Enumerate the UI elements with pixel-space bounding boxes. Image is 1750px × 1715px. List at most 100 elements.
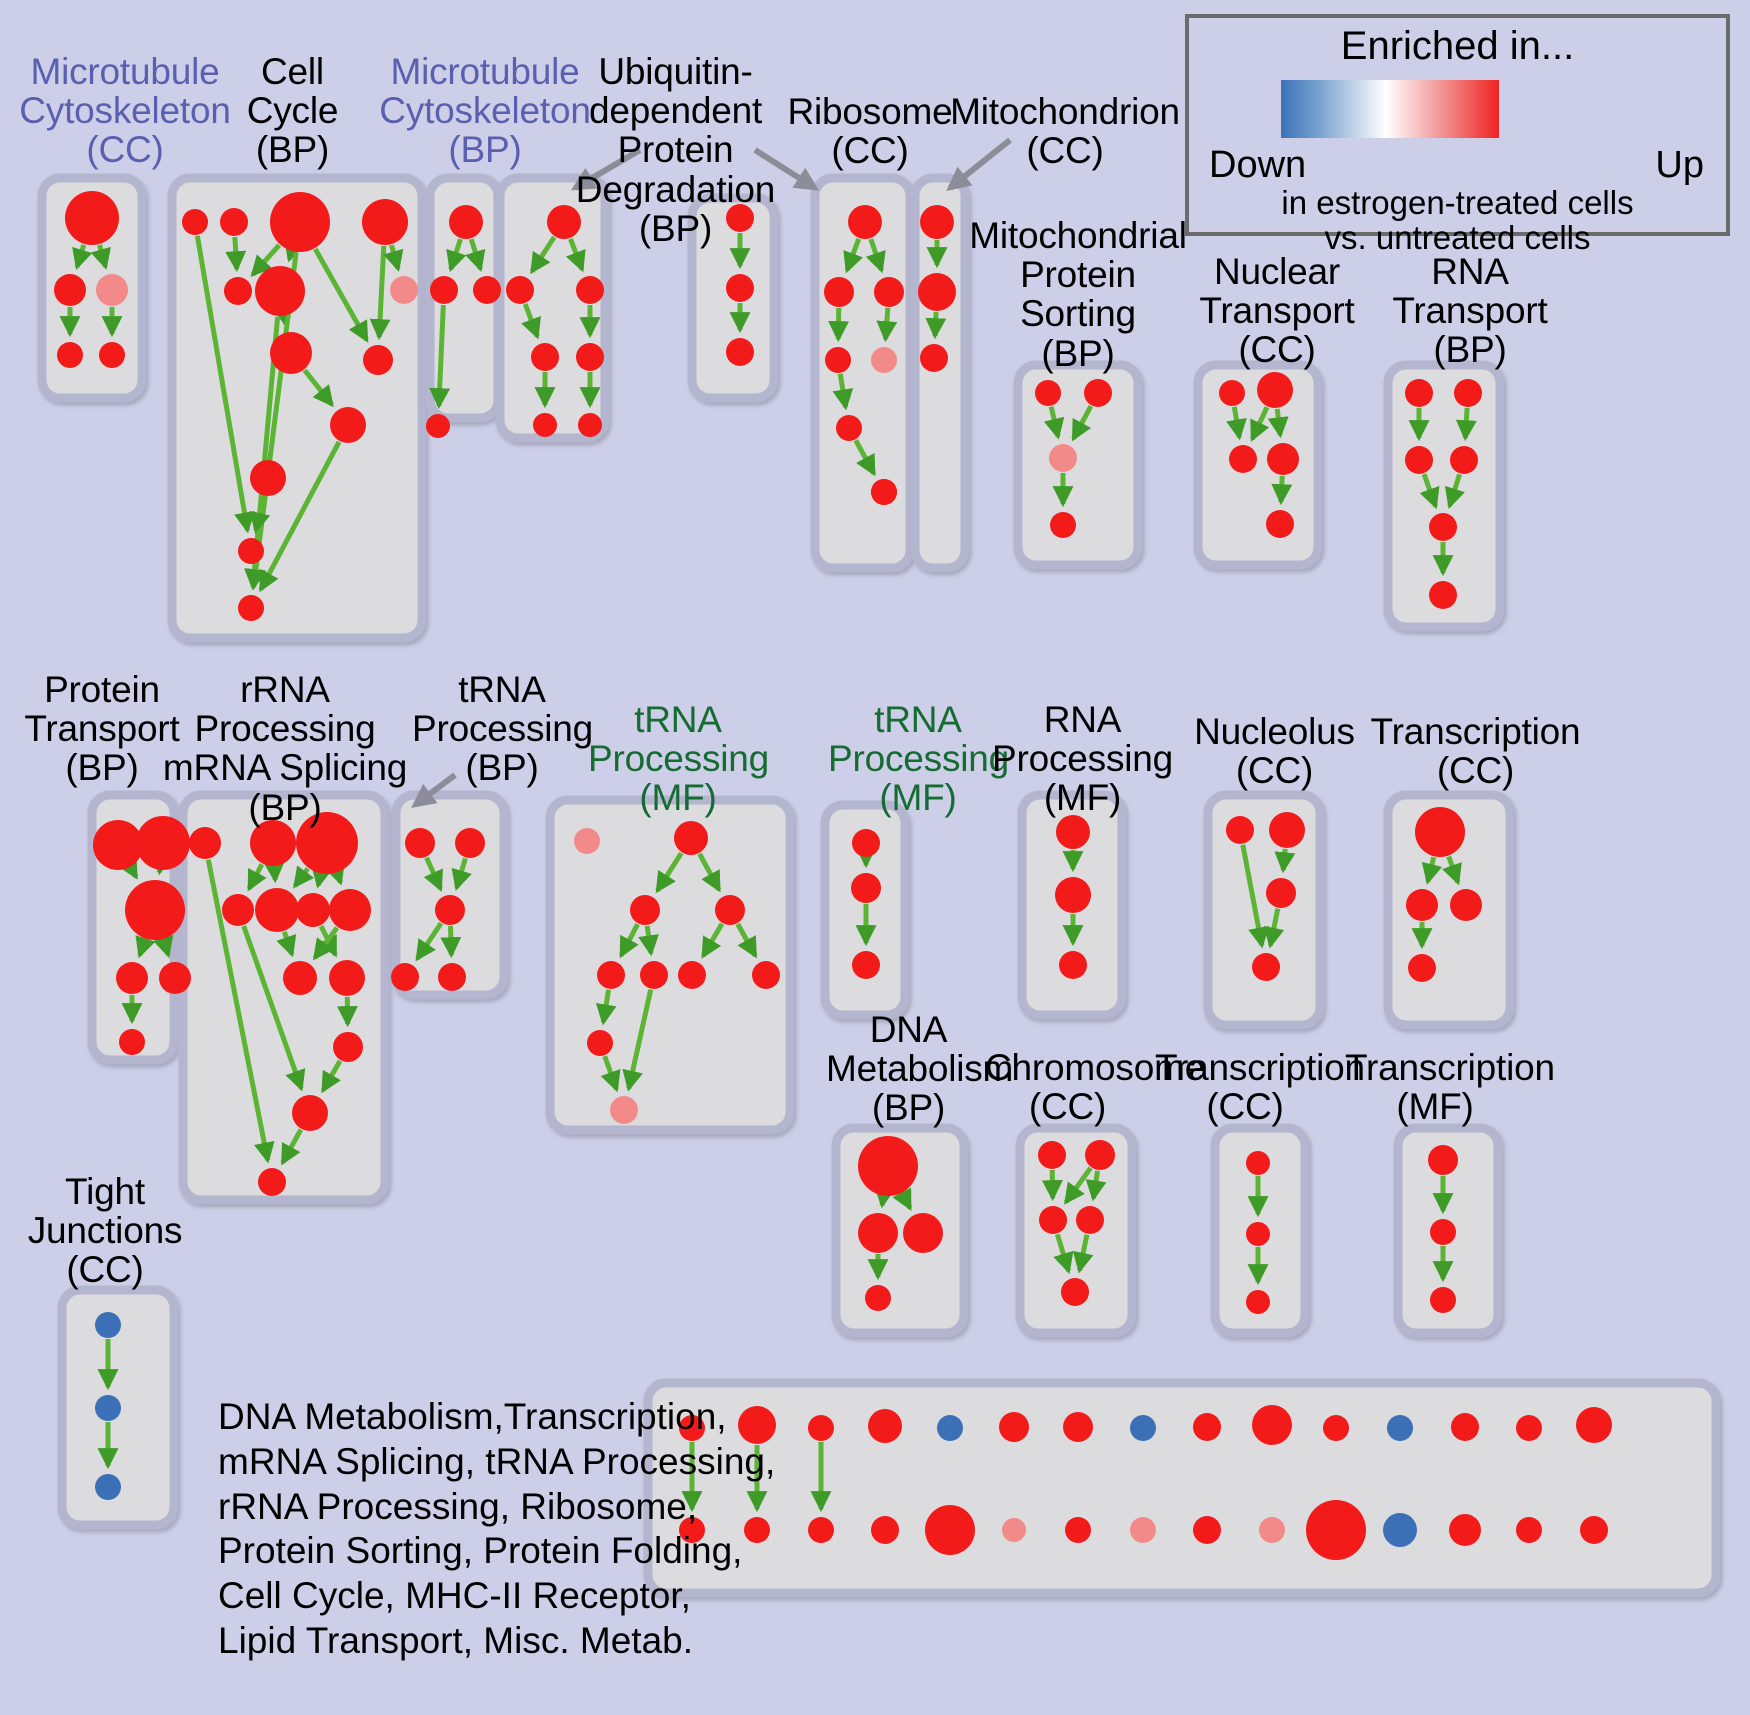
go-term-node[interactable] [547,205,581,239]
go-term-node[interactable] [426,414,450,438]
go-term-node[interactable] [1451,1413,1479,1441]
go-term-node[interactable] [362,199,408,245]
go-term-node[interactable] [1252,1405,1292,1445]
go-term-node[interactable] [116,962,148,994]
go-term-node[interactable] [473,276,501,304]
go-term-node[interactable] [1405,446,1433,474]
go-term-node[interactable] [576,276,604,304]
go-term-node[interactable] [574,828,600,854]
go-term-node[interactable] [1130,1517,1156,1543]
go-term-node[interactable] [852,829,880,857]
go-term-node[interactable] [578,413,602,437]
go-term-node[interactable] [1269,812,1305,848]
go-term-node[interactable] [430,276,458,304]
go-term-node[interactable] [1428,1145,1458,1175]
go-term-node[interactable] [726,338,754,366]
go-term-node[interactable] [1039,1206,1067,1234]
go-term-node[interactable] [125,880,185,940]
go-term-node[interactable] [1038,1141,1066,1169]
go-term-node[interactable] [937,1415,963,1441]
go-term-node[interactable] [255,888,299,932]
go-term-node[interactable] [868,1409,902,1443]
go-term-node[interactable] [250,820,296,866]
go-term-node[interactable] [848,205,882,239]
go-term-node[interactable] [1002,1518,1026,1542]
go-term-node[interactable] [1084,379,1112,407]
go-term-node[interactable] [679,1415,705,1441]
go-term-node[interactable] [1061,1278,1089,1306]
go-term-node[interactable] [1405,379,1433,407]
go-term-node[interactable] [836,415,862,441]
go-term-node[interactable] [292,1095,328,1131]
go-term-node[interactable] [726,204,754,232]
go-term-node[interactable] [329,960,365,996]
go-term-node[interactable] [1229,445,1257,473]
go-term-node[interactable] [57,342,83,368]
go-term-node[interactable] [455,828,485,858]
go-term-node[interactable] [1063,1412,1093,1442]
go-term-node[interactable] [918,273,956,311]
go-term-node[interactable] [679,1517,705,1543]
go-term-node[interactable] [390,276,418,304]
go-term-node[interactable] [1306,1500,1366,1560]
go-term-node[interactable] [93,820,143,870]
go-term-node[interactable] [330,407,366,443]
go-term-node[interactable] [674,821,708,855]
go-term-node[interactable] [270,332,312,374]
go-term-node[interactable] [296,812,358,874]
go-term-node[interactable] [182,209,208,235]
go-term-node[interactable] [255,266,305,316]
go-term-node[interactable] [333,1032,363,1062]
go-term-node[interactable] [1055,877,1091,913]
go-term-node[interactable] [1580,1516,1608,1544]
go-term-node[interactable] [238,595,264,621]
go-term-node[interactable] [738,1406,776,1444]
go-term-node[interactable] [576,343,604,371]
go-term-node[interactable] [744,1517,770,1543]
go-term-node[interactable] [1193,1516,1221,1544]
go-term-node[interactable] [851,873,881,903]
go-term-node[interactable] [640,961,668,989]
go-term-node[interactable] [808,1415,834,1441]
go-term-node[interactable] [610,1096,638,1124]
go-term-node[interactable] [1266,510,1294,538]
go-term-node[interactable] [999,1412,1029,1442]
go-term-node[interactable] [852,951,880,979]
go-term-node[interactable] [1076,1206,1104,1234]
go-term-node[interactable] [54,274,86,306]
go-term-node[interactable] [1130,1415,1156,1441]
go-term-node[interactable] [1430,1287,1456,1313]
go-term-node[interactable] [329,889,371,931]
go-term-node[interactable] [865,1285,891,1311]
go-term-node[interactable] [1267,443,1299,475]
go-term-node[interactable] [189,827,221,859]
go-term-node[interactable] [925,1505,975,1555]
go-term-node[interactable] [1257,372,1293,408]
go-term-node[interactable] [270,192,330,252]
go-term-node[interactable] [119,1029,145,1055]
go-term-node[interactable] [1259,1517,1285,1543]
go-term-node[interactable] [1450,889,1482,921]
go-term-node[interactable] [96,274,128,306]
go-term-node[interactable] [871,347,897,373]
go-term-node[interactable] [391,963,419,991]
go-term-node[interactable] [597,961,625,989]
go-term-node[interactable] [531,343,559,371]
go-term-node[interactable] [438,963,466,991]
go-term-node[interactable] [533,413,557,437]
go-term-node[interactable] [1246,1151,1270,1175]
go-term-node[interactable] [220,208,248,236]
go-term-node[interactable] [1449,1514,1481,1546]
go-term-node[interactable] [65,191,119,245]
go-term-node[interactable] [1219,380,1245,406]
go-term-node[interactable] [1246,1290,1270,1314]
go-term-node[interactable] [95,1474,121,1500]
go-term-node[interactable] [1450,446,1478,474]
go-term-node[interactable] [1193,1413,1221,1441]
go-term-node[interactable] [296,893,330,927]
go-term-node[interactable] [920,344,948,372]
go-term-node[interactable] [1516,1415,1542,1441]
go-term-node[interactable] [1049,444,1077,472]
go-term-node[interactable] [1050,512,1076,538]
go-term-node[interactable] [920,205,954,239]
